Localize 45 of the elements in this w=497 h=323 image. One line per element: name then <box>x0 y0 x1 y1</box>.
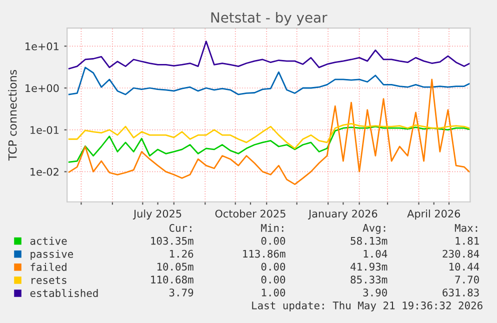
y-axis-title: TCP connections <box>8 70 17 161</box>
text: 1.00 <box>262 288 286 296</box>
text: 10.05m <box>157 262 194 271</box>
text: 113.86m <box>243 250 286 258</box>
text: 110.68m <box>151 276 194 284</box>
text: 3.79 <box>169 288 194 296</box>
x-tick-label: October 2025 <box>215 210 286 218</box>
x-tick-label: January 2026 <box>308 210 378 220</box>
legend-label: resets <box>32 276 66 284</box>
text: 41.93m <box>350 262 388 271</box>
text: 58.13m <box>350 236 388 245</box>
text: 631.83 <box>442 288 479 296</box>
line-series <box>68 126 470 163</box>
text: Max: <box>454 224 478 232</box>
text: 0.00 <box>261 236 286 245</box>
text: 103.35m <box>151 236 194 245</box>
line-series <box>68 40 470 70</box>
line-series <box>68 78 470 185</box>
legend-label: passive <box>30 250 74 260</box>
text: 0.00 <box>261 262 286 271</box>
line-series <box>68 123 470 150</box>
text: 1.26 <box>170 250 194 258</box>
legend-label: active <box>30 236 67 245</box>
y-tick-label: 1e+01 <box>26 42 58 50</box>
text: Last update: Thu May 21 19:36:32 2026 <box>252 301 482 312</box>
text: 1.81 <box>456 236 479 245</box>
y-tick-label: 1e-02 <box>30 168 58 176</box>
chart-title: Netstat - by year <box>211 12 328 26</box>
x-tick-label: April 2026 <box>407 210 460 220</box>
text: 10.44 <box>450 262 480 271</box>
y-tick-label: 1e+00 <box>26 84 59 92</box>
text: Cur: <box>169 224 192 232</box>
legend-label: established <box>30 288 98 298</box>
text: 3.90 <box>363 288 387 296</box>
text: 230.84 <box>442 250 480 258</box>
x-tick-label: July 2025 <box>132 210 182 220</box>
legend-label: failed <box>30 262 66 271</box>
text: Min: <box>261 224 284 232</box>
line-series <box>68 66 470 96</box>
text: 7.70 <box>455 276 479 284</box>
y-tick-label: 1e-01 <box>30 126 58 134</box>
text: 0.00 <box>261 276 286 284</box>
text: 85.33m <box>350 276 388 284</box>
text: Avg: <box>362 224 386 234</box>
text: 1.04 <box>364 250 388 258</box>
